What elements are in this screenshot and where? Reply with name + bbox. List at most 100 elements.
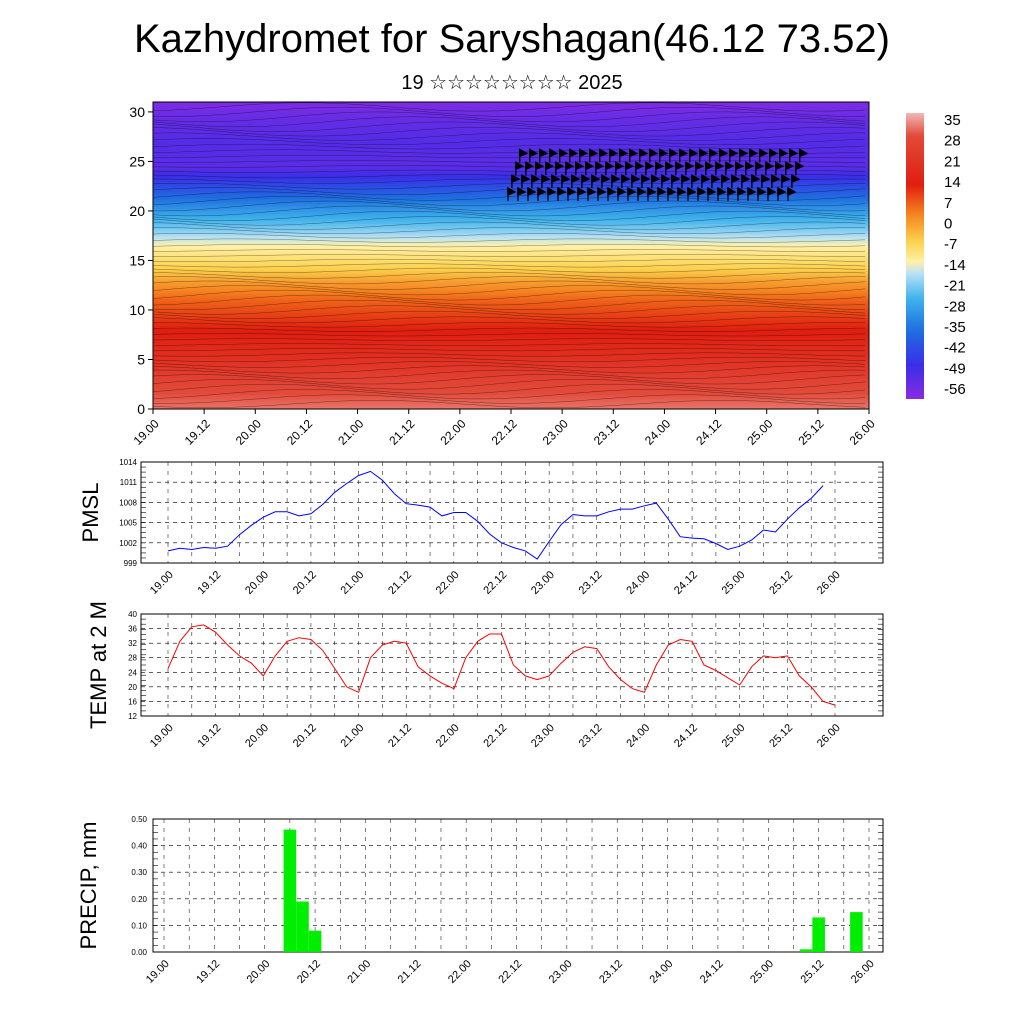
contour-line	[152, 300, 866, 311]
precip-bar	[296, 901, 309, 952]
heatmap-band	[153, 381, 869, 385]
contour-line	[152, 343, 866, 346]
colorbar-label: -7	[944, 236, 957, 253]
heatmap-band	[153, 186, 869, 190]
chart-subtitle: 19 ☆☆☆☆☆☆☆☆ 2025	[401, 72, 623, 94]
temp-x-tick-label: 20.12	[291, 722, 319, 750]
heatmap-band	[153, 129, 869, 133]
temp-2m-line-panel: 12 16 20 24 28 32 36 40 19.00 19.12 20.00 20.12 21.0…	[86, 601, 884, 750]
pmsl-y-axis-label: PMSL	[78, 483, 103, 543]
contour-line	[152, 196, 866, 206]
wind-barb-flag	[535, 161, 545, 171]
heatmap-band	[153, 158, 869, 163]
heatmap-band	[153, 205, 869, 210]
colorbar-label: 7	[944, 195, 952, 212]
wind-barb-flag	[735, 161, 745, 171]
heatmap-band	[153, 126, 869, 130]
wind-barb-flag	[625, 161, 635, 171]
contour-line	[152, 383, 866, 395]
pmsl-y-tick-label: 999	[124, 559, 138, 568]
heatmap-band	[153, 260, 869, 264]
wind-barb-flag	[709, 148, 719, 158]
heatmap-band	[153, 161, 869, 165]
contour-line	[152, 379, 866, 390]
wind-barb-flag	[529, 148, 539, 158]
wind-barb-flag	[577, 186, 587, 197]
heatmap-band	[153, 116, 869, 120]
wind-barb-flag	[721, 173, 731, 184]
heatmap-band	[153, 134, 869, 138]
contour-line	[152, 116, 866, 128]
wind-barb-flag	[605, 161, 615, 171]
wind-barb-flag	[649, 148, 659, 158]
heatmap-band	[153, 270, 869, 274]
pmsl-x-tick-label: 20.00	[243, 569, 271, 597]
heatmap-band	[153, 369, 869, 373]
heatmap-band	[153, 139, 869, 143]
precip-x-tick-label: 20.12	[295, 958, 323, 986]
heatmap-band	[153, 124, 869, 128]
heatmap-band	[153, 228, 869, 232]
pmsl-x-tick-label: 25.12	[767, 569, 795, 597]
pmsl-x-tick-label: 23.00	[529, 569, 557, 597]
temp-x-tick-label: 21.12	[386, 722, 414, 750]
heatmap-band	[153, 282, 869, 286]
wind-barb-flag	[725, 161, 735, 171]
wind-barb-flag	[695, 161, 705, 171]
heatmap-band	[153, 332, 869, 336]
wind-barb-flag	[561, 173, 571, 184]
wind-barb-flag	[781, 173, 791, 184]
contour-line	[152, 327, 865, 332]
heatmap-band	[153, 262, 869, 267]
wind-barb-flag	[759, 148, 769, 158]
wind-barb-flag	[565, 161, 575, 171]
wind-barb-flag	[575, 161, 585, 171]
contour-line	[152, 238, 866, 243]
precip-y-tick-label: 0.00	[131, 948, 147, 957]
contour-line	[152, 310, 866, 319]
wind-barb-flag	[621, 173, 631, 184]
precip-bar	[308, 930, 322, 952]
precip-x-tick-label: 23.00	[547, 958, 575, 986]
heatmap-band	[153, 386, 869, 390]
wind-barb-flag	[591, 173, 601, 184]
wind-barb-flag	[555, 161, 565, 171]
precip-bar	[850, 912, 863, 952]
heatmap-band	[153, 295, 869, 299]
heatmap-band	[153, 230, 869, 234]
heatmap-x-tick-label: 20.00	[233, 416, 264, 447]
heatmap-band	[153, 233, 869, 237]
heatmap-band	[153, 193, 869, 197]
precip-y-axis-label: PRECIP, mm	[76, 822, 101, 950]
contour-line	[152, 338, 866, 341]
precip-bar	[812, 917, 825, 952]
heatmap-y-tick-label: 10	[129, 302, 145, 318]
heatmap-band	[153, 196, 869, 200]
pmsl-line-panel: 999 1002 1005 1008 1011 1014 19.00 19.12 20.00 20…	[78, 458, 884, 597]
temp-x-tick-label: 24.12	[672, 722, 700, 750]
heatmap-x-tick-label: 20.12	[284, 416, 315, 447]
heatmap-band	[153, 265, 869, 269]
contour-line	[152, 394, 865, 404]
pmsl-x-tick-label: 21.00	[338, 569, 366, 597]
contour-line	[152, 121, 866, 132]
temp-x-tick-label: 19.00	[148, 722, 176, 750]
wind-barb-flag	[675, 161, 685, 171]
precip-frame	[152, 818, 884, 953]
heatmap-band	[153, 361, 869, 366]
heatmap-band	[153, 324, 869, 328]
wind-barb-flag	[717, 186, 727, 197]
wind-barb-flag	[791, 173, 801, 184]
precip-x-tick-label: 26.00	[849, 958, 877, 986]
colorbar-label: 28	[944, 133, 961, 150]
heatmap-band	[153, 238, 869, 242]
contour-line	[152, 285, 866, 296]
pmsl-y-tick-label: 1014	[119, 458, 137, 467]
temp-frame	[140, 613, 884, 717]
contour-line	[152, 191, 866, 201]
temp-y-tick-label: 12	[128, 712, 137, 721]
precip-bar	[799, 949, 813, 952]
contour-line	[153, 254, 865, 257]
temp-x-tick-label: 24.00	[624, 722, 652, 750]
precip-x-tick-label: 22.00	[446, 958, 474, 986]
